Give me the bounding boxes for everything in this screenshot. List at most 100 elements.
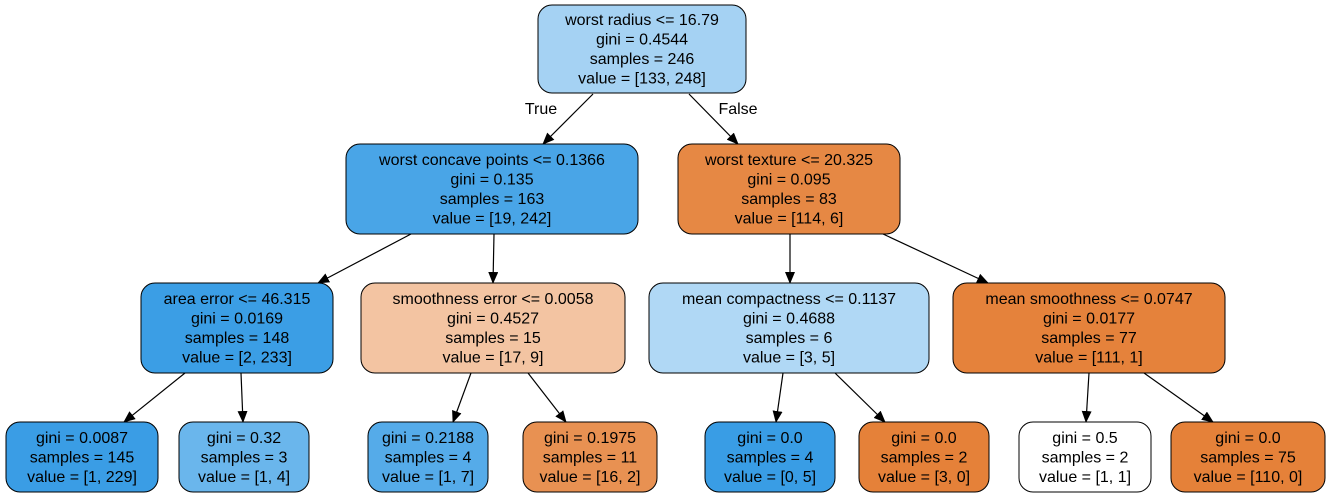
edge-n0-to-n1	[542, 93, 594, 145]
node-line: gini = 0.095	[747, 172, 830, 189]
node-line: value = [19, 242]	[433, 211, 552, 228]
node-line: samples = 75	[1200, 449, 1296, 466]
node-line: samples = 3	[201, 449, 288, 466]
node-box	[537, 4, 747, 94]
node-line: samples = 6	[746, 330, 833, 347]
edge-n5-to-n11	[772, 372, 784, 423]
node-box	[1170, 421, 1326, 493]
node-line: gini = 0.0169	[191, 311, 283, 328]
node-box	[1018, 421, 1152, 493]
node-line: value = [1, 4]	[198, 469, 290, 486]
tree-node-n13: gini = 0.5 samples = 2 value = [1, 1]	[1018, 421, 1152, 493]
node-line: samples = 148	[185, 330, 290, 347]
node-box	[140, 282, 334, 374]
node-line: gini = 0.4527	[447, 311, 539, 328]
node-box	[522, 421, 658, 493]
edge-n4-to-n9	[452, 372, 472, 423]
tree-node-n4: smoothness error <= 0.0058 gini = 0.4527 s…	[360, 282, 626, 374]
node-line: gini = 0.4544	[596, 32, 688, 49]
node-box	[952, 282, 1226, 374]
node-line: value = [110, 0]	[1194, 469, 1303, 486]
node-line: samples = 83	[741, 191, 837, 208]
node-line: samples = 4	[727, 449, 814, 466]
edge-label-false: False	[718, 101, 757, 118]
node-box	[178, 421, 310, 493]
node-box	[345, 143, 639, 235]
edge-label-true: True	[525, 101, 557, 118]
node-line: gini = 0.4688	[743, 311, 835, 328]
node-line: gini = 0.32	[207, 430, 281, 447]
node-line: value = [111, 1]	[1035, 350, 1142, 367]
node-line: value = [114, 6]	[735, 211, 844, 228]
tree-node-n7: gini = 0.0087 samples = 145 value = [1, 22…	[5, 421, 159, 493]
node-box	[858, 421, 990, 493]
node-line: gini = 0.2188	[382, 430, 474, 447]
node-line: smoothness error <= 0.0058	[392, 291, 593, 308]
edges-layer	[123, 93, 1214, 423]
node-box	[648, 282, 930, 374]
node-line: value = [1, 1]	[1039, 469, 1131, 486]
node-line: value = [3, 5]	[743, 350, 835, 367]
node-box	[677, 143, 901, 235]
node-box	[360, 282, 626, 374]
node-line: gini = 0.1975	[544, 430, 636, 447]
node-line: samples = 2	[881, 449, 968, 466]
node-line: gini = 0.0	[737, 430, 802, 447]
edge-n3-to-n7	[123, 372, 186, 423]
node-line: worst radius <= 16.79	[564, 12, 719, 29]
node-line: worst texture <= 20.325	[704, 152, 873, 169]
node-line: mean compactness <= 0.1137	[682, 291, 896, 308]
edge-n1-to-n3	[317, 233, 412, 284]
node-line: samples = 163	[440, 191, 545, 208]
edge-n5-to-n12	[834, 372, 886, 423]
node-line: value = [1, 229]	[27, 469, 137, 486]
node-line: gini = 0.0	[891, 430, 956, 447]
tree-node-n5: mean compactness <= 0.1137 gini = 0.4688 s…	[648, 282, 930, 374]
node-line: samples = 145	[30, 449, 135, 466]
node-line: gini = 0.0	[1215, 430, 1280, 447]
node-line: samples = 77	[1041, 330, 1137, 347]
nodes-layer: worst radius <= 16.79 gini = 0.4544 sample…	[5, 4, 1326, 493]
tree-node-n9: gini = 0.2188 samples = 4 value = [1, 7]	[367, 421, 489, 493]
node-line: samples = 246	[590, 51, 695, 68]
node-box	[5, 421, 159, 493]
edge-n2-to-n6	[882, 233, 989, 284]
node-line: gini = 0.135	[450, 172, 533, 189]
node-line: mean smoothness <= 0.0747	[985, 291, 1192, 308]
edge-n3-to-n8	[237, 372, 248, 423]
edge-n0-to-n2	[688, 93, 739, 145]
node-line: samples = 15	[445, 330, 541, 347]
tree-node-n2: worst texture <= 20.325 gini = 0.095 sampl…	[677, 143, 901, 235]
tree-node-n11: gini = 0.0 samples = 4 value = [0, 5]	[704, 421, 836, 493]
node-line: gini = 0.5	[1052, 430, 1117, 447]
node-line: samples = 11	[543, 449, 638, 466]
edge-n6-to-n14	[1143, 372, 1214, 423]
node-line: area error <= 46.315	[164, 291, 311, 308]
tree-node-n14: gini = 0.0 samples = 75 value = [110, 0]	[1170, 421, 1326, 493]
tree-node-n0: worst radius <= 16.79 gini = 0.4544 sample…	[537, 4, 747, 94]
node-line: value = [3, 0]	[878, 469, 970, 486]
node-line: value = [16, 2]	[540, 469, 641, 486]
node-box	[367, 421, 489, 493]
node-line: worst concave points <= 0.1366	[378, 152, 605, 169]
tree-node-n3: area error <= 46.315 gini = 0.0169 samples…	[140, 282, 334, 374]
tree-node-n8: gini = 0.32 samples = 3 value = [1, 4]	[178, 421, 310, 493]
node-line: value = [2, 233]	[182, 350, 292, 367]
node-line: gini = 0.0087	[36, 430, 128, 447]
tree-node-n6: mean smoothness <= 0.0747 gini = 0.0177 sa…	[952, 282, 1226, 374]
edge-n6-to-n13	[1081, 372, 1092, 423]
node-line: value = [133, 248]	[578, 71, 706, 88]
node-line: samples = 2	[1042, 449, 1129, 466]
edge-n1-to-n4	[488, 233, 499, 284]
node-line: gini = 0.0177	[1043, 311, 1135, 328]
node-line: value = [0, 5]	[724, 469, 816, 486]
edge-n4-to-n10	[527, 372, 567, 423]
node-line: samples = 4	[385, 449, 472, 466]
node-box	[704, 421, 836, 493]
node-line: value = [1, 7]	[382, 469, 474, 486]
tree-node-n1: worst concave points <= 0.1366 gini = 0.1…	[345, 143, 639, 235]
node-line: value = [17, 9]	[443, 350, 544, 367]
tree-node-n10: gini = 0.1975 samples = 11 value = [16, 2]	[522, 421, 658, 493]
tree-node-n12: gini = 0.0 samples = 2 value = [3, 0]	[858, 421, 990, 493]
